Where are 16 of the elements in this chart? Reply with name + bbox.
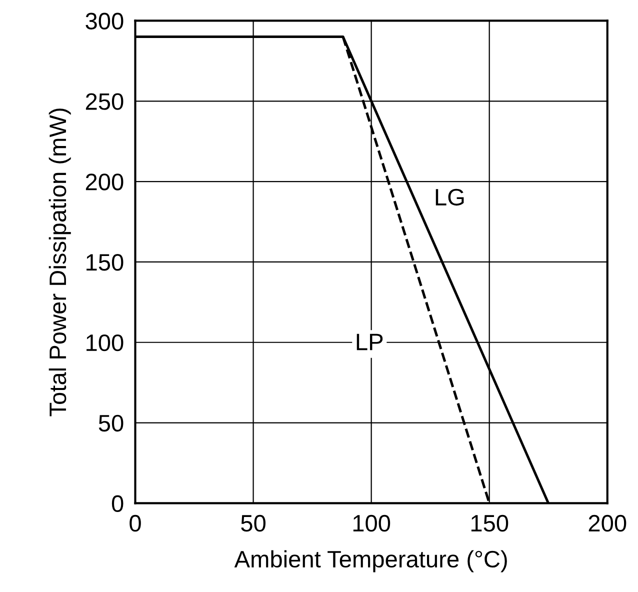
x-tick-label: 0 (130, 514, 141, 532)
x-tick-label: 150 (471, 514, 508, 532)
y-tick-label: 100 (86, 334, 124, 352)
x-tick-label: 200 (588, 514, 626, 532)
text: LP (356, 334, 383, 350)
x-axis-title: Ambient Temperature (°C) (234, 550, 507, 572)
y-axis-title: Total Power Dissipation (mW) (48, 108, 71, 416)
y-tick-label: 300 (86, 12, 124, 30)
y-tick-label: 200 (86, 174, 124, 190)
y-tick-label: 250 (86, 93, 124, 110)
series-label: LG (436, 188, 464, 206)
x-tick-label: 50 (241, 514, 266, 532)
y-tick-label: 0 (112, 495, 124, 512)
y-tick-label: 50 (98, 414, 124, 432)
y-tick-label: 150 (86, 254, 124, 271)
x-tick-label: 100 (353, 514, 390, 532)
